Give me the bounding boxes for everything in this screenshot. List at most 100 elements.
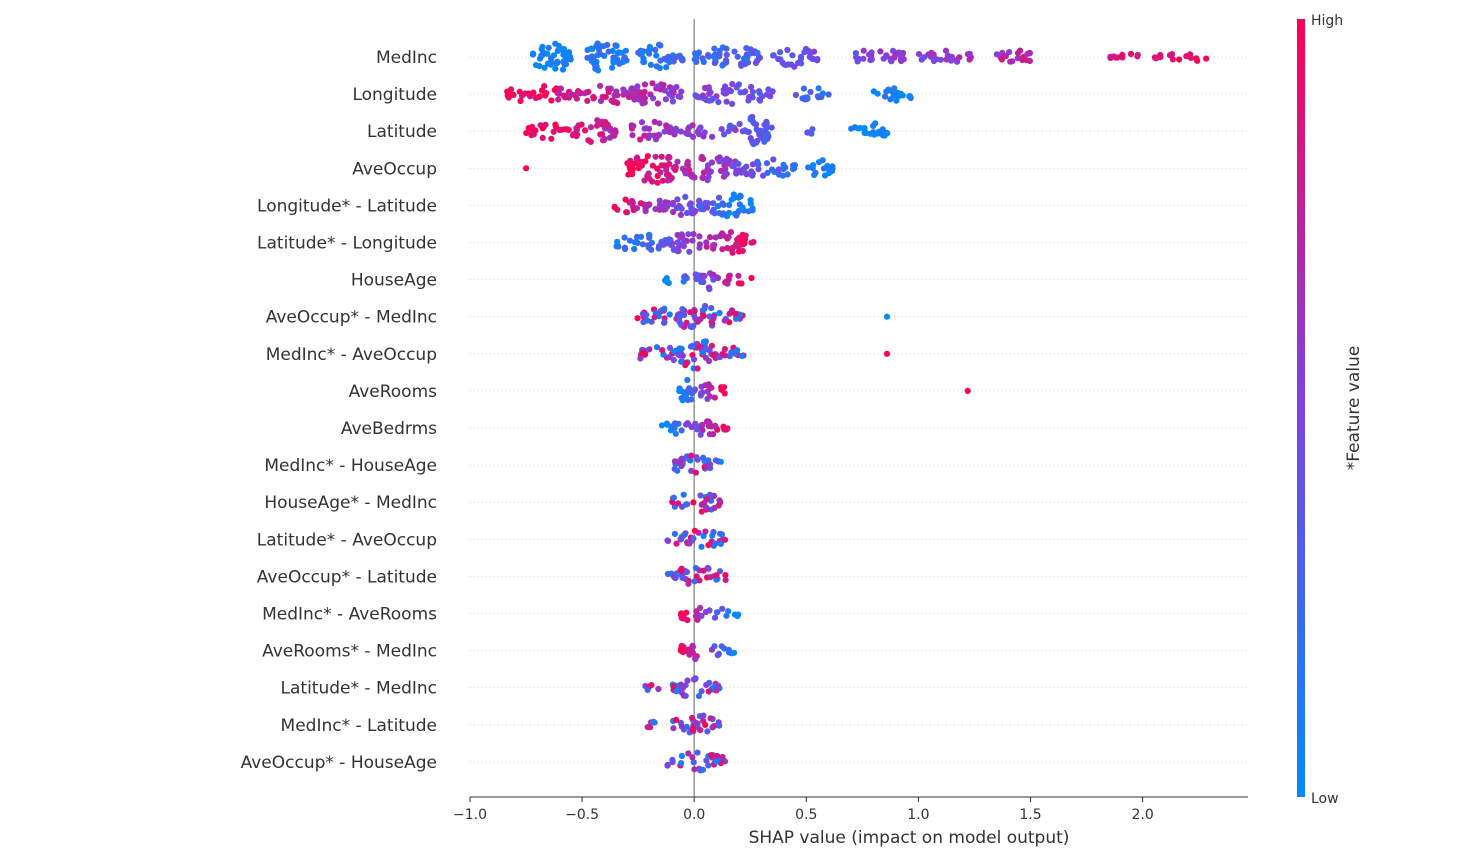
shap-point	[670, 683, 677, 690]
feature-label: Latitude* - AveOccup	[257, 530, 437, 550]
shap-point	[721, 317, 728, 324]
shap-point	[709, 133, 716, 140]
shap-point	[677, 459, 684, 466]
shap-point	[714, 609, 721, 616]
shap-point	[703, 243, 710, 250]
feature-label: AveRooms	[349, 382, 438, 402]
shap-point	[710, 352, 717, 359]
shap-point	[819, 90, 826, 97]
shap-point	[696, 244, 703, 251]
shap-point	[694, 749, 701, 756]
shap-point	[731, 48, 738, 55]
shap-point	[815, 85, 822, 92]
shap-point	[680, 278, 687, 285]
shap-point	[652, 46, 659, 54]
shap-point	[633, 205, 641, 212]
shap-point	[615, 243, 622, 250]
shap-point	[697, 124, 704, 131]
shap-point	[688, 467, 695, 474]
x-tick-label: 1.0	[907, 807, 929, 823]
shap-point	[702, 721, 709, 729]
shap-point	[635, 165, 642, 172]
shap-point	[782, 62, 789, 69]
shap-point	[761, 138, 768, 145]
shap-point	[769, 88, 776, 95]
shap-point	[760, 172, 767, 179]
shap-point	[523, 129, 530, 137]
shap-point	[954, 58, 961, 65]
shap-point	[714, 652, 721, 659]
shap-point	[731, 649, 738, 656]
shap-point	[729, 81, 736, 88]
shap-point	[717, 458, 725, 465]
shap-point	[704, 162, 712, 169]
shap-point	[716, 568, 724, 575]
shap-point	[670, 725, 677, 732]
shap-point	[683, 359, 690, 366]
shap-point	[545, 44, 552, 51]
shap-point	[701, 457, 708, 465]
shap-point	[666, 58, 673, 65]
shap-point	[723, 51, 730, 58]
shap-point	[541, 83, 548, 90]
shap-point	[717, 167, 725, 174]
shap-point	[689, 714, 696, 722]
shap-point	[870, 129, 877, 136]
shap-point	[681, 273, 688, 280]
shap-point	[637, 355, 644, 362]
shap-point	[720, 384, 728, 391]
shap-point	[705, 381, 712, 388]
shap-point	[679, 57, 686, 64]
shap-point	[685, 420, 692, 428]
shap-point	[749, 161, 757, 168]
shap-point	[692, 315, 699, 322]
shap-point	[541, 64, 548, 71]
feature-label: Latitude* - MedInc	[281, 679, 437, 699]
shap-point	[630, 123, 637, 130]
shap-point	[634, 83, 641, 90]
shap-point	[647, 724, 654, 731]
shap-point	[687, 343, 695, 350]
shap-point	[714, 426, 721, 433]
shap-point	[604, 41, 611, 49]
shap-point	[664, 762, 671, 769]
shap-point	[631, 239, 638, 246]
shap-point	[706, 234, 714, 241]
shap-point	[642, 208, 649, 215]
shap-point	[687, 323, 694, 330]
shap-point	[611, 204, 618, 211]
shap-point	[948, 57, 955, 64]
shap-point	[705, 565, 712, 572]
shap-point	[688, 173, 696, 180]
shap-point	[682, 170, 689, 177]
shap-point	[566, 49, 573, 56]
shap-point	[620, 86, 627, 93]
shap-point	[678, 536, 685, 543]
shap-point	[1107, 53, 1114, 60]
shap-point-outlier	[883, 313, 891, 320]
shap-point	[715, 194, 723, 201]
shap-point	[653, 344, 661, 351]
shap-point	[622, 47, 630, 54]
shap-point	[655, 41, 663, 48]
shap-point	[861, 125, 868, 132]
shap-point	[674, 196, 681, 203]
shap-point	[741, 236, 749, 243]
shap-point	[747, 46, 754, 53]
shap-point	[697, 431, 704, 438]
shap-point	[942, 47, 950, 54]
shap-point	[562, 126, 569, 133]
shap-point	[661, 240, 669, 247]
shap-point	[713, 758, 720, 765]
shap-point	[720, 131, 728, 138]
shap-point	[684, 209, 691, 217]
shap-point	[631, 245, 638, 253]
shap-point	[735, 248, 743, 255]
feature-label: HouseAge	[351, 271, 437, 291]
shap-point	[725, 273, 733, 280]
shap-point	[857, 125, 864, 132]
shap-point	[809, 126, 816, 133]
shap-point	[805, 164, 812, 171]
shap-point	[686, 388, 693, 395]
shap-point	[880, 55, 887, 62]
